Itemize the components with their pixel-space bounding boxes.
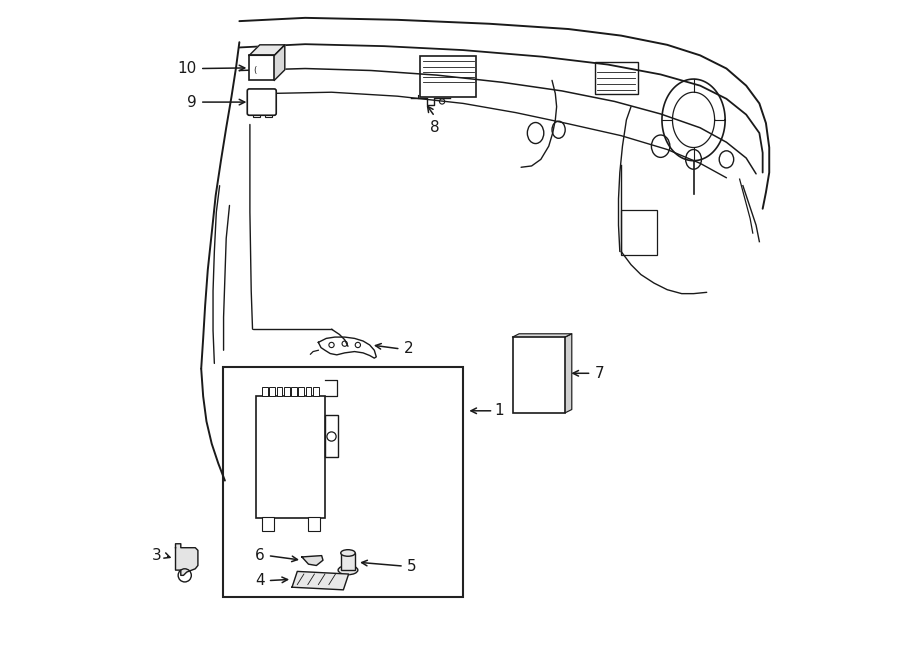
Bar [341, 553, 356, 570]
Polygon shape [512, 334, 572, 337]
Bar [249, 56, 274, 81]
Bar [253, 112, 260, 117]
Polygon shape [176, 544, 198, 575]
Ellipse shape [338, 565, 358, 574]
Text: 4: 4 [255, 573, 265, 588]
Polygon shape [274, 45, 284, 81]
Bar [262, 387, 268, 397]
Polygon shape [249, 45, 284, 56]
Text: 6: 6 [255, 548, 265, 563]
Bar [265, 112, 272, 117]
Bar [512, 337, 565, 412]
Text: 3: 3 [152, 548, 162, 563]
Bar [305, 387, 311, 397]
Text: 9: 9 [187, 95, 196, 110]
Bar [223, 367, 464, 597]
Bar [325, 414, 338, 457]
Bar [595, 62, 637, 94]
Bar [269, 387, 275, 397]
Bar [291, 387, 297, 397]
Bar [256, 397, 325, 518]
Bar [420, 56, 476, 97]
Text: 7: 7 [595, 366, 605, 381]
Ellipse shape [341, 550, 356, 557]
Bar [298, 387, 304, 397]
Bar [313, 387, 319, 397]
Text: 8: 8 [430, 120, 440, 135]
Polygon shape [565, 334, 572, 412]
Bar [263, 517, 274, 531]
Text: 1: 1 [495, 403, 504, 418]
Text: 10: 10 [177, 61, 196, 76]
Bar [284, 387, 290, 397]
Polygon shape [292, 571, 348, 590]
Bar [621, 210, 657, 254]
Text: 5: 5 [407, 559, 417, 574]
Text: 2: 2 [404, 342, 413, 356]
Bar [276, 387, 283, 397]
FancyBboxPatch shape [248, 89, 276, 115]
Polygon shape [302, 556, 323, 565]
Text: (: ( [253, 66, 256, 75]
Bar [309, 517, 320, 531]
